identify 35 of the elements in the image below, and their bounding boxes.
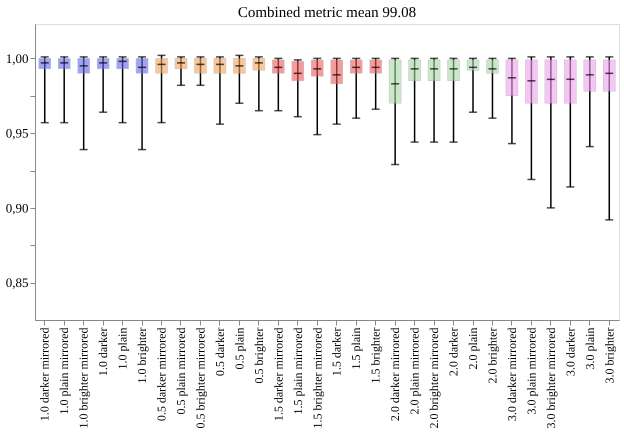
- x-tick-label: 2.0 plain mirrored: [408, 328, 422, 414]
- x-tick-label: 1.0 darker: [96, 328, 110, 376]
- y-tick-label: 1,00: [6, 50, 28, 66]
- x-tick-label: 0.5 plain mirrored: [174, 328, 188, 414]
- y-tick-label: 0,95: [6, 126, 28, 141]
- x-tick-label: 0.5 brighter mirrored: [193, 328, 208, 428]
- chart-title: Combined metric mean 99.08: [238, 5, 416, 21]
- x-tick-label: 1.0 brighter: [135, 328, 150, 384]
- x-tick-label: 2.0 brighter mirrored: [427, 328, 442, 428]
- x-tick-label: 1.5 plain mirrored: [290, 328, 305, 414]
- y-tick-label: 0,85: [6, 275, 28, 290]
- x-tick-label: 0.5 brighter: [252, 328, 266, 384]
- x-tick-label: 3.0 plain mirrored: [524, 328, 538, 414]
- x-tick-label: 3.0 brighter mirrored: [544, 328, 558, 428]
- x-tick-label: 3.0 darker mirrored: [504, 328, 519, 422]
- x-tick-label: 3.0 plain: [582, 328, 597, 370]
- x-tick-label: 1.0 plain: [116, 328, 130, 370]
- x-tick-label: 1.5 brighter: [368, 328, 383, 384]
- x-tick-label: 1.5 darker mirrored: [271, 328, 286, 422]
- x-tick-label: 1.5 plain: [349, 328, 364, 370]
- x-tick-label: 0.5 plain: [232, 328, 246, 370]
- x-tick-label: 1.0 brighter mirrored: [76, 328, 91, 428]
- x-tick-label: 1.5 darker: [330, 328, 344, 376]
- x-tick-label: 3.0 brighter: [602, 328, 616, 384]
- x-tick-label: 2.0 brighter: [485, 328, 500, 384]
- x-tick-label: 1.0 darker mirrored: [38, 328, 52, 422]
- x-tick-label: 0.5 darker mirrored: [154, 328, 169, 422]
- x-tick-label: 2.0 darker mirrored: [388, 328, 402, 422]
- x-tick-label: 1.5 brighter mirrored: [310, 328, 324, 428]
- x-tick-label: 2.0 plain: [466, 328, 480, 370]
- x-tick-label: 3.0 darker: [563, 328, 578, 376]
- x-tick-label: 1.0 plain mirrored: [57, 328, 72, 414]
- y-tick-label: 0,90: [6, 200, 28, 216]
- x-tick-label: 2.0 darker: [446, 328, 461, 376]
- x-tick-label: 0.5 darker: [212, 328, 227, 376]
